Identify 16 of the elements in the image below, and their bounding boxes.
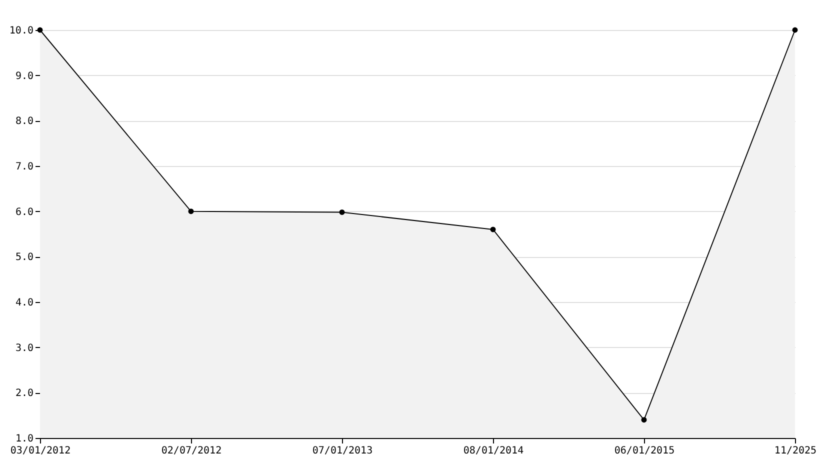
y-tick-label: 7.0 <box>15 162 34 172</box>
y-tick-label: 4.0 <box>15 298 34 308</box>
x-tick-label: 11/2025 <box>774 446 817 456</box>
x-tick-label: 03/01/2012 <box>10 446 71 456</box>
y-tick-label: 9.0 <box>15 70 34 82</box>
x-tick-label: 06/01/2015 <box>614 446 675 456</box>
y-tick-label: 10.0 <box>9 26 34 36</box>
x-tick-label: 08/01/2014 <box>463 446 524 456</box>
y-tick-label: 8.0 <box>15 116 34 128</box>
y-tick-label: 2.0 <box>15 388 34 400</box>
y-tick-label: 1.0 <box>15 434 34 444</box>
y-tick-label: 6.0 <box>15 206 34 218</box>
y-tick-label: 5.0 <box>15 252 34 264</box>
x-tick-label: 07/01/2013 <box>312 446 373 456</box>
x-tick-label: 02/07/2012 <box>161 446 222 456</box>
y-tick-label: 3.0 <box>15 342 34 354</box>
